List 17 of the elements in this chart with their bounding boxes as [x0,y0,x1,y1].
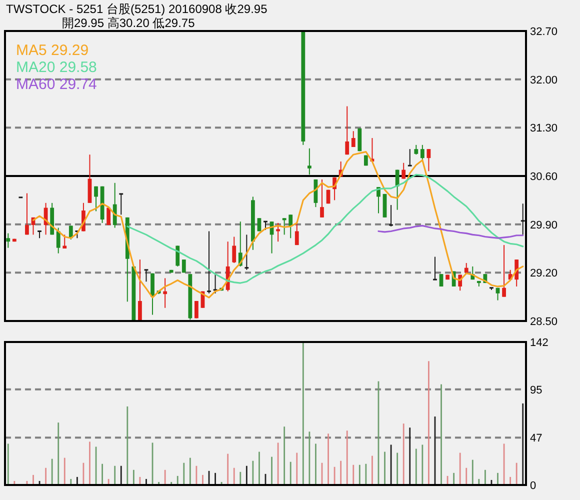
y-tick-label: 30.60 [530,171,558,183]
text: MA20 29.58 [16,59,97,76]
y-tick-label: 28.50 [530,316,558,328]
text: MA60 29.74 [16,76,97,93]
text: MA5 29.29 [16,42,89,59]
y-tick-label: 95 [530,384,542,396]
y-tick-label: 142 [530,337,548,349]
y-tick-label: 47 [530,432,542,445]
y-tick-label: 32.00 [530,74,558,86]
y-tick-label: 32.70 [530,26,558,38]
chart-title: TWSTOCK - 5251 台股(5251) 20160908 收29.95 [6,2,268,16]
line-series [378,224,524,239]
y-tick-label: 0 [530,480,536,492]
chart-subtitle: 開29.95 高30.20 低29.75 [62,16,196,30]
y-tick-label: 29.90 [530,219,558,232]
y-tick-label: 31.30 [530,122,558,135]
y-tick-label: 29.20 [530,268,558,280]
